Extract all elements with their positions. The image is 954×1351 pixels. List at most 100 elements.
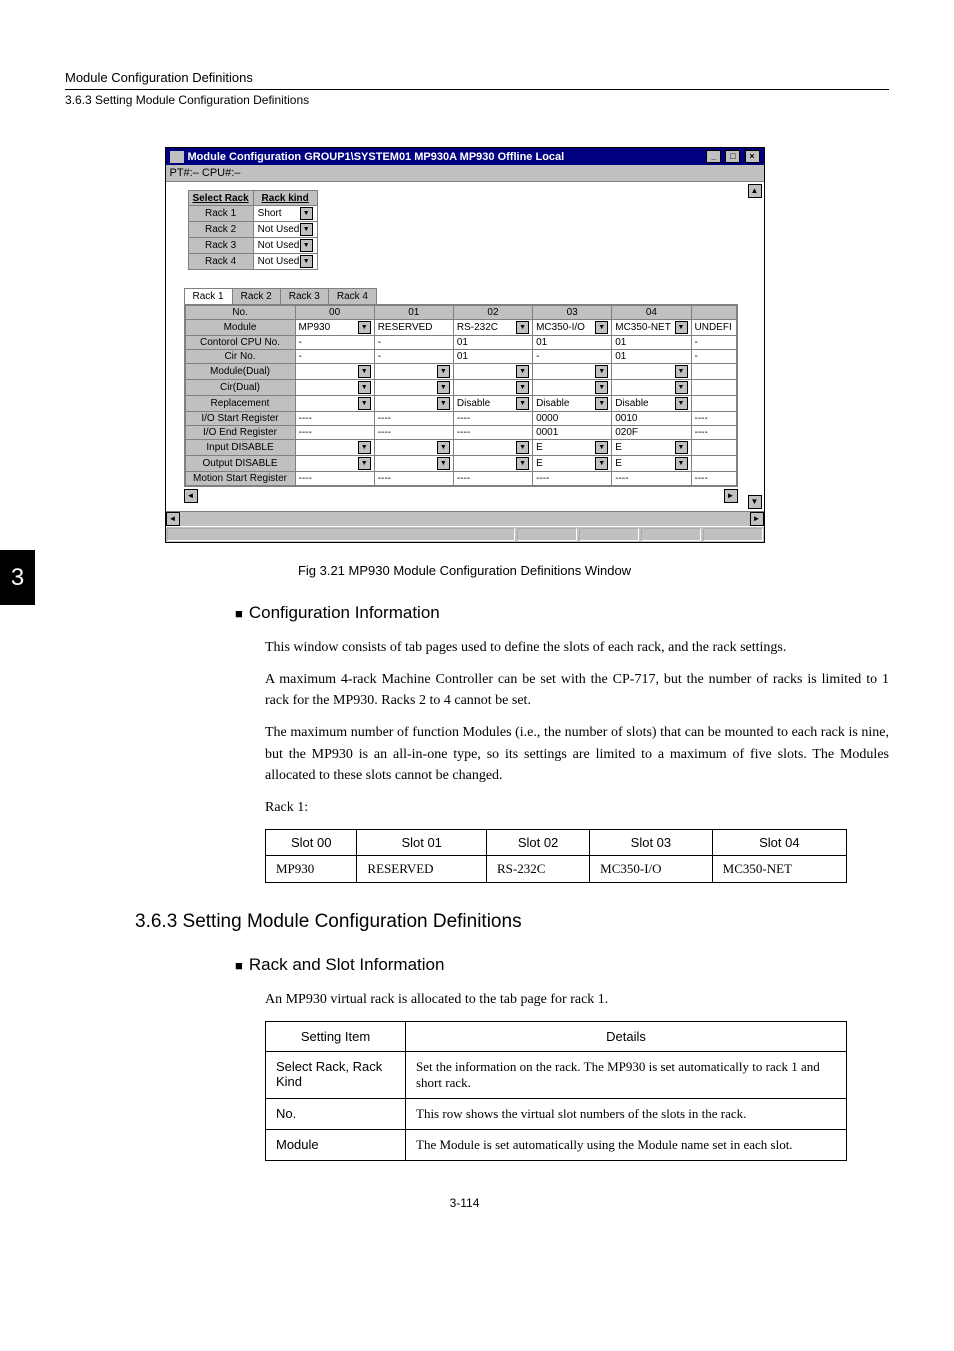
chevron-down-icon[interactable]: ▼: [300, 239, 313, 252]
rack-tab[interactable]: Rack 4: [328, 288, 377, 304]
chevron-down-icon[interactable]: ▼: [675, 381, 688, 394]
grid-cell-select[interactable]: Disable▼: [612, 396, 691, 412]
grid-cell-select[interactable]: E▼: [533, 456, 612, 472]
app-icon: [170, 151, 184, 163]
grid-cell-select[interactable]: Disable▼: [453, 396, 532, 412]
chevron-down-icon[interactable]: ▼: [675, 321, 688, 334]
rack-tab[interactable]: Rack 3: [280, 288, 329, 304]
chevron-down-icon[interactable]: ▼: [595, 441, 608, 454]
grid-col-header: 00: [295, 306, 374, 320]
inner-hscroll[interactable]: ◄ ►: [184, 489, 738, 503]
grid-cell-select[interactable]: ▼: [374, 456, 453, 472]
page-tab: 3: [0, 550, 35, 605]
grid-cell-select[interactable]: MC350-I/O▼: [533, 320, 612, 336]
rack-kind-select[interactable]: Not Used▼: [253, 254, 317, 270]
grid-cell: 01: [453, 336, 532, 350]
chevron-down-icon[interactable]: ▼: [300, 207, 313, 220]
chevron-down-icon[interactable]: ▼: [595, 397, 608, 410]
rack-label: Rack 3: [188, 238, 253, 254]
grid-cell: [691, 440, 736, 456]
grid-cell-select[interactable]: E▼: [612, 456, 691, 472]
rack-select-table: Select Rack Rack kind Rack 1 Short▼Rack …: [188, 190, 318, 270]
grid-cell-select[interactable]: ▼: [453, 456, 532, 472]
chevron-down-icon[interactable]: ▼: [437, 381, 450, 394]
chevron-down-icon[interactable]: ▼: [358, 397, 371, 410]
outer-scroll-left-icon[interactable]: ◄: [166, 512, 180, 526]
grid-row-header: Input DISABLE: [185, 440, 295, 456]
chevron-down-icon[interactable]: ▼: [358, 321, 371, 334]
scroll-up-button[interactable]: ▲: [748, 184, 762, 198]
grid-cell-select[interactable]: ▼: [374, 364, 453, 380]
titlebar: Module Configuration GROUP1\SYSTEM01 MP9…: [166, 148, 764, 165]
grid-cell: ----: [453, 426, 532, 440]
chevron-down-icon[interactable]: ▼: [595, 381, 608, 394]
chevron-down-icon[interactable]: ▼: [595, 457, 608, 470]
chevron-down-icon[interactable]: ▼: [516, 397, 529, 410]
rack-tab[interactable]: Rack 1: [184, 288, 233, 304]
grid-cell: 01: [612, 350, 691, 364]
chevron-down-icon[interactable]: ▼: [358, 381, 371, 394]
rack-kind-select[interactable]: Not Used▼: [253, 222, 317, 238]
chevron-down-icon[interactable]: ▼: [300, 223, 313, 236]
scroll-right-icon[interactable]: ►: [724, 489, 738, 503]
grid-cell: [691, 364, 736, 380]
outer-scroll-right-icon[interactable]: ►: [750, 512, 764, 526]
setting-item: Select Rack, Rack Kind: [266, 1051, 406, 1098]
grid-cell-select[interactable]: ▼: [295, 364, 374, 380]
close-button[interactable]: ×: [745, 150, 760, 163]
grid-cell-select[interactable]: ▼: [612, 364, 691, 380]
rack-kind-select[interactable]: Not Used▼: [253, 238, 317, 254]
grid-cell-select[interactable]: ▼: [453, 440, 532, 456]
maximize-button[interactable]: □: [725, 150, 740, 163]
chevron-down-icon[interactable]: ▼: [358, 365, 371, 378]
grid-cell-select[interactable]: Disable▼: [533, 396, 612, 412]
grid-cell-select[interactable]: ▼: [374, 440, 453, 456]
chevron-down-icon[interactable]: ▼: [516, 321, 529, 334]
outer-hscroll[interactable]: ◄ ►: [166, 511, 764, 526]
minimize-button[interactable]: _: [706, 150, 721, 163]
grid-cell: 0010: [612, 412, 691, 426]
setting-details: The Module is set automatically using th…: [406, 1129, 847, 1160]
grid-cell-select[interactable]: RS-232C▼: [453, 320, 532, 336]
chevron-down-icon[interactable]: ▼: [437, 365, 450, 378]
chevron-down-icon[interactable]: ▼: [675, 457, 688, 470]
chevron-down-icon[interactable]: ▼: [437, 397, 450, 410]
chevron-down-icon[interactable]: ▼: [516, 441, 529, 454]
slot-cell: MC350-NET: [712, 855, 846, 882]
chevron-down-icon[interactable]: ▼: [595, 365, 608, 378]
grid-cell-select[interactable]: ▼: [374, 380, 453, 396]
chevron-down-icon[interactable]: ▼: [675, 397, 688, 410]
grid-cell-select[interactable]: ▼: [295, 440, 374, 456]
grid-cell-select[interactable]: E▼: [533, 440, 612, 456]
chevron-down-icon[interactable]: ▼: [300, 255, 313, 268]
grid-cell-select[interactable]: MP930▼: [295, 320, 374, 336]
chevron-down-icon[interactable]: ▼: [595, 321, 608, 334]
grid-cell-select[interactable]: ▼: [533, 380, 612, 396]
grid-cell-select[interactable]: ▼: [453, 364, 532, 380]
grid-cell-select[interactable]: ▼: [295, 396, 374, 412]
grid-cell-select[interactable]: ▼: [374, 396, 453, 412]
scroll-down-button[interactable]: ▼: [748, 495, 762, 509]
grid-cell-select[interactable]: ▼: [453, 380, 532, 396]
grid-cell-select[interactable]: ▼: [295, 456, 374, 472]
rack-kind-select[interactable]: Short▼: [253, 206, 317, 222]
chevron-down-icon[interactable]: ▼: [675, 365, 688, 378]
chevron-down-icon[interactable]: ▼: [516, 457, 529, 470]
grid-cell-select[interactable]: MC350-NET▼: [612, 320, 691, 336]
grid-cell: ----: [374, 426, 453, 440]
grid-cell: ----: [453, 472, 532, 486]
grid-cell-select[interactable]: E▼: [612, 440, 691, 456]
rack-tab[interactable]: Rack 2: [232, 288, 281, 304]
grid-cell-select[interactable]: ▼: [533, 364, 612, 380]
chevron-down-icon[interactable]: ▼: [675, 441, 688, 454]
chevron-down-icon[interactable]: ▼: [437, 441, 450, 454]
scroll-left-icon[interactable]: ◄: [184, 489, 198, 503]
chevron-down-icon[interactable]: ▼: [358, 457, 371, 470]
chevron-down-icon[interactable]: ▼: [358, 441, 371, 454]
chevron-down-icon[interactable]: ▼: [437, 457, 450, 470]
grid-cell-select[interactable]: ▼: [612, 380, 691, 396]
chevron-down-icon[interactable]: ▼: [516, 365, 529, 378]
bullet-icon: ■: [235, 606, 243, 621]
chevron-down-icon[interactable]: ▼: [516, 381, 529, 394]
grid-cell-select[interactable]: ▼: [295, 380, 374, 396]
